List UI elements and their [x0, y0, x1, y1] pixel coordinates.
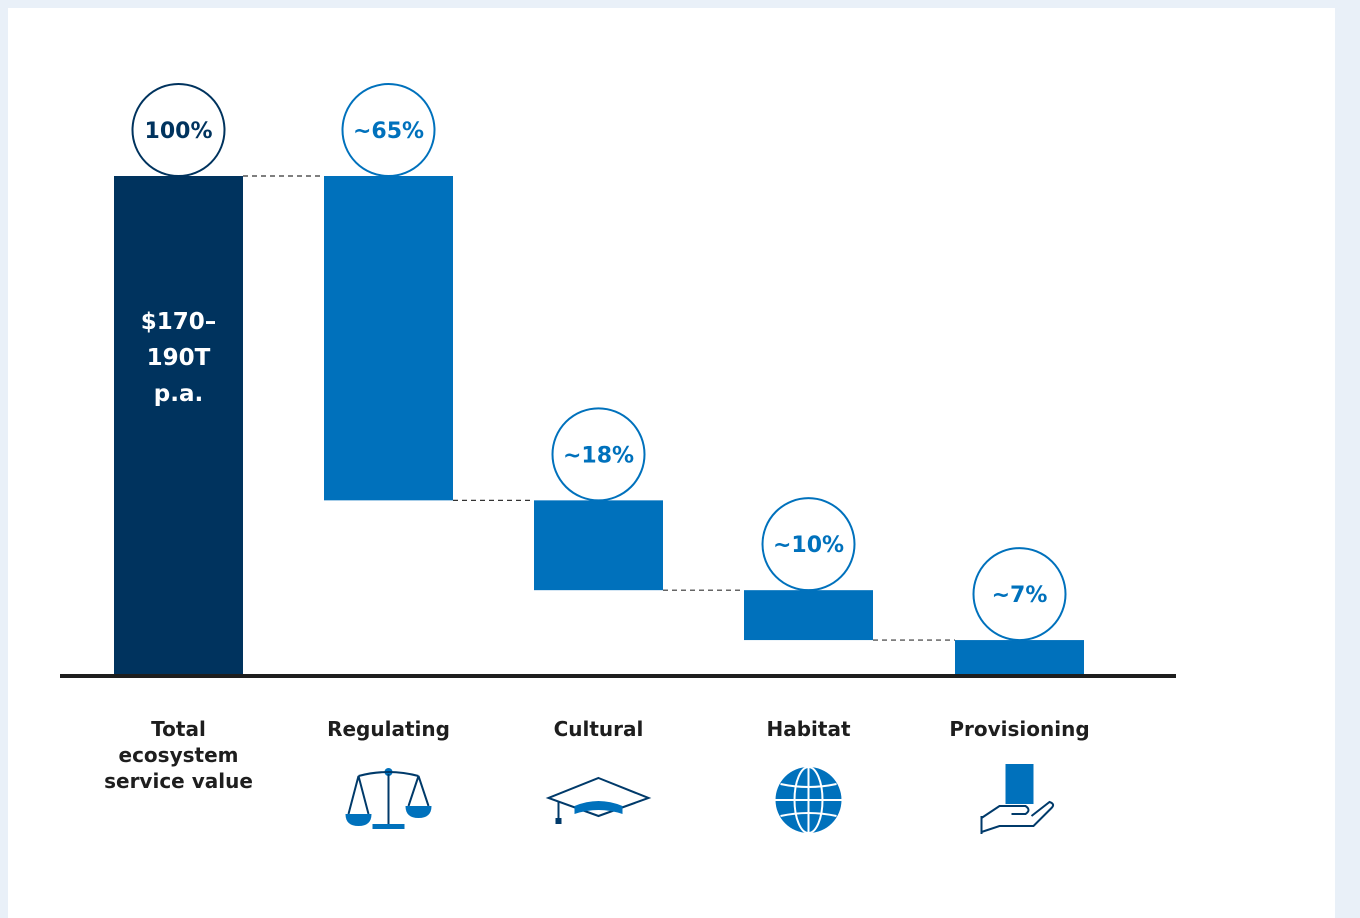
category-label: Total [151, 717, 206, 741]
value-bubble [761, 497, 856, 592]
category-label: Cultural [554, 717, 644, 741]
category-label: Habitat [766, 717, 850, 741]
bar-component [534, 500, 663, 591]
globe-icon [775, 766, 842, 834]
category-label: service value [104, 769, 253, 793]
total-value-label: 190T [147, 345, 211, 371]
data-label: ~10% [773, 533, 844, 558]
bar-component [955, 640, 1084, 675]
total-value-label: p.a. [154, 381, 203, 407]
value-bubble [551, 407, 646, 502]
category-label: Regulating [327, 717, 450, 741]
data-label: ~7% [992, 583, 1048, 608]
category-label: Provisioning [949, 717, 1089, 741]
bar-total [114, 176, 243, 675]
balance-scale-icon [345, 768, 432, 829]
value-bubble [131, 83, 226, 177]
bar-component [744, 590, 873, 641]
data-label: ~65% [353, 119, 424, 144]
bar-component [324, 176, 453, 501]
data-label: 100% [145, 119, 213, 144]
graduation-cap-icon [545, 776, 652, 824]
value-bubble [341, 83, 436, 177]
data-label: ~18% [563, 443, 634, 468]
total-value-label: $170– [141, 309, 217, 335]
category-label: ecosystem [119, 743, 239, 767]
hand-with-box-icon [980, 764, 1055, 834]
value-bubble [972, 547, 1067, 642]
